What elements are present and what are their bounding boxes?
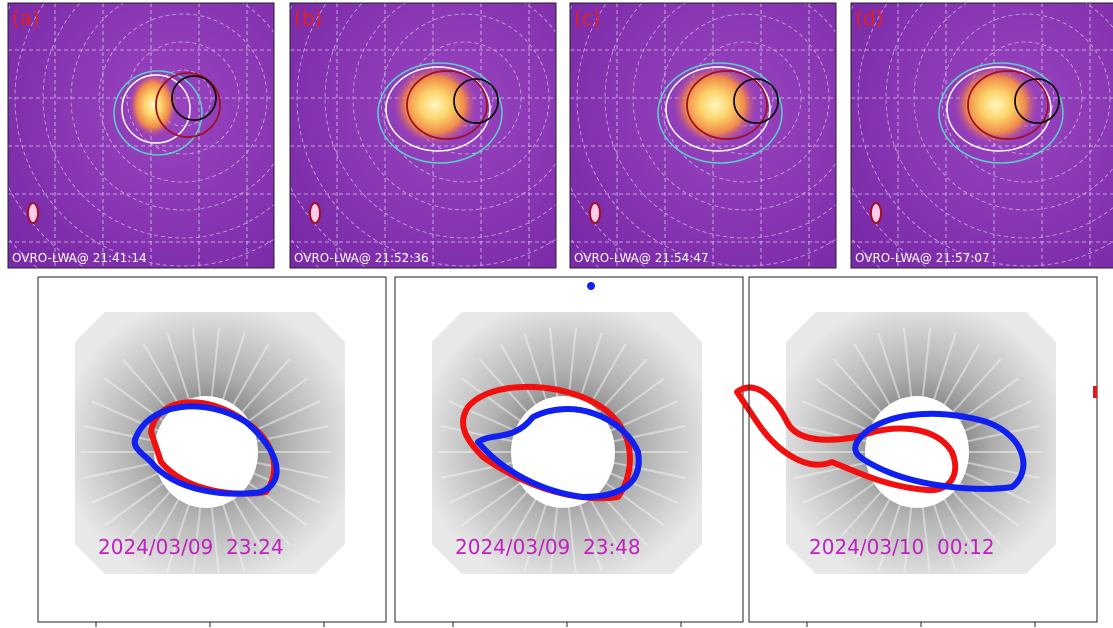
panel-caption: OVRO-LWA@ 21:57:07 (855, 251, 990, 265)
figure: (a) OVRO-LWA@ 21:41:14 (b) OVRO-LWA@ 21:52:… (0, 0, 1113, 628)
coronagraph-panel: 2024/03/09 23:48 (395, 277, 743, 622)
marker (1093, 386, 1097, 398)
beam (28, 203, 38, 223)
panel-label: (d) (855, 6, 883, 30)
panel-caption: 2024/03/10 00:12 (809, 535, 995, 559)
panel-label: (c) (574, 6, 601, 30)
beam (871, 203, 881, 223)
panel-caption: 2024/03/09 23:24 (98, 535, 284, 559)
panel-label: (a) (12, 6, 40, 30)
coronagraph-panel: 2024/03/10 00:12 (737, 277, 1097, 622)
beam (310, 203, 320, 223)
panel-caption: 2024/03/09 23:48 (455, 535, 641, 559)
panel-caption: OVRO-LWA@ 21:54:47 (574, 251, 709, 265)
beam (590, 203, 600, 223)
emission (129, 73, 177, 137)
panel-label: (b) (294, 6, 322, 30)
coronagraph-panel: 2024/03/09 23:24 (38, 277, 386, 622)
panel-caption: OVRO-LWA@ 21:52:36 (294, 251, 429, 265)
marker (587, 282, 595, 290)
panel-caption: OVRO-LWA@ 21:41:14 (12, 251, 147, 265)
